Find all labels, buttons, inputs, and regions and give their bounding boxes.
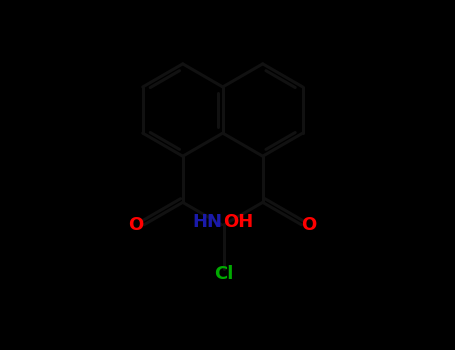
Text: HN: HN	[192, 214, 222, 231]
Text: OH: OH	[223, 214, 253, 231]
Text: O: O	[301, 216, 316, 234]
Text: Cl: Cl	[214, 265, 233, 284]
Text: O: O	[128, 216, 143, 234]
